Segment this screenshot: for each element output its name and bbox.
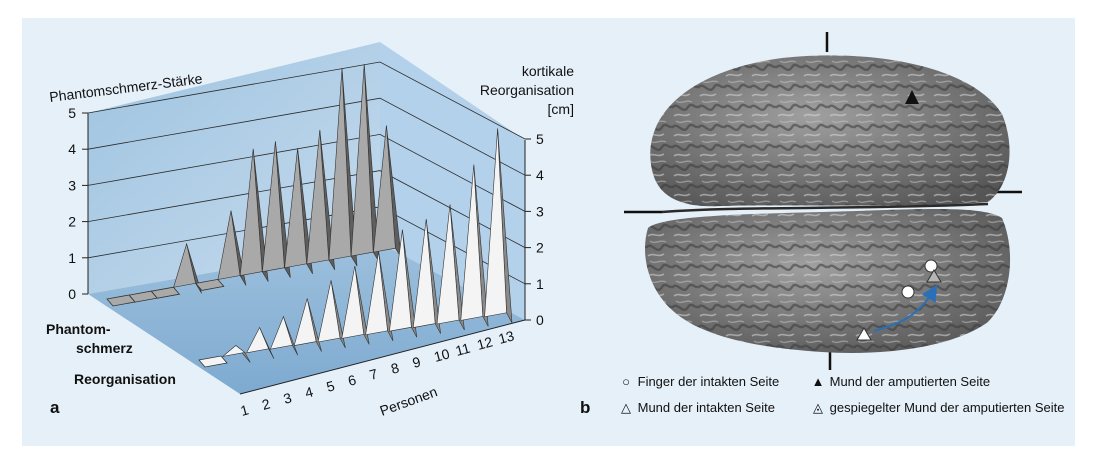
series1-pyramid-8 bbox=[262, 141, 285, 273]
series1-base-3 bbox=[150, 286, 181, 299]
legend-item-finger-intact: ○ Finger der intakten Seite bbox=[618, 374, 779, 389]
x-tick-label: 8 bbox=[389, 359, 401, 377]
y-right-label-line2: Reorganisation bbox=[480, 82, 574, 98]
legend-label: Mund der amputierten Seite bbox=[829, 374, 991, 389]
chart-marks bbox=[106, 64, 513, 368]
series1-pyramid-13 bbox=[373, 125, 396, 253]
y-right-tick-label: 2 bbox=[536, 240, 544, 256]
series2-pyramid-13 bbox=[484, 128, 507, 318]
legend-item-mouth-intact: △ Mund der intakten Seite bbox=[618, 400, 775, 416]
panel-letter-a: a bbox=[50, 398, 60, 417]
brain-fissure bbox=[661, 202, 989, 214]
series1-pyramid-12 bbox=[350, 64, 374, 257]
series2-pyramid-8 bbox=[365, 251, 388, 336]
filled-triangle-icon: ▲ bbox=[811, 374, 825, 389]
outline-triangle-icon: △ bbox=[621, 400, 631, 415]
y-left-tick-label: 5 bbox=[68, 105, 76, 121]
x-axis-label: Personen bbox=[378, 383, 440, 419]
series1-pyramid-9 bbox=[284, 148, 307, 269]
y-right-tick-label: 5 bbox=[536, 131, 544, 147]
x-tick-label: 9 bbox=[411, 353, 423, 371]
y-left-tick-label: 2 bbox=[68, 214, 76, 230]
x-tick-label: 4 bbox=[303, 383, 315, 401]
x-tick-label: 2 bbox=[260, 395, 272, 413]
x-tick-label: 6 bbox=[346, 371, 358, 389]
series1-pyramid-4 bbox=[173, 242, 196, 288]
legend-label: Finger der intakten Seite bbox=[637, 374, 780, 389]
x-tick-label: 11 bbox=[454, 340, 472, 359]
marker-finger-intact-1 bbox=[901, 285, 915, 299]
series2-pyramid-11 bbox=[436, 204, 460, 325]
legend-item-mouth-mirrored: ◬ gespiegelter Mund der amputierten Seit… bbox=[810, 400, 1065, 416]
grey-triangle-icon: ◬ bbox=[813, 400, 823, 415]
x-tick-label: 1 bbox=[239, 401, 251, 419]
gridline bbox=[87, 133, 526, 212]
y-right-tick-label: 4 bbox=[536, 167, 544, 183]
y-right-label-line1: kortikale bbox=[522, 63, 574, 79]
series2-pyramid-10 bbox=[412, 218, 436, 328]
series1-pyramid-11 bbox=[328, 68, 352, 261]
figure-panel: 0 1 2 3 4 5 0 1 2 3 4 5 1 2 3 4 5 6 7 8 9 10 11 12 13 Phantomsch… bbox=[22, 18, 1075, 446]
series1-pyramid-10 bbox=[306, 129, 330, 265]
grid-lines bbox=[87, 61, 526, 285]
y-left-tick-label: 3 bbox=[68, 177, 76, 193]
gridline bbox=[87, 61, 526, 140]
marker-finger-intact-2 bbox=[924, 259, 938, 273]
y-left-tick-label: 4 bbox=[68, 141, 76, 157]
y-right-tick-label: 0 bbox=[536, 312, 544, 328]
x-tick-label: 3 bbox=[282, 389, 294, 407]
series2-pyramid-2 bbox=[221, 345, 246, 357]
y-right-tick-label: 1 bbox=[536, 276, 544, 292]
legend-label: gespiegelter Mund der amputierten Seite bbox=[829, 400, 1065, 415]
series2-pyramid-4 bbox=[269, 315, 293, 350]
series2-pyramid-3 bbox=[246, 326, 270, 354]
brain-hemisphere-upper-texture bbox=[650, 55, 1010, 207]
marker-mouth-amputated bbox=[905, 90, 919, 104]
x-tick-label: 10 bbox=[432, 345, 451, 365]
gridline bbox=[87, 97, 526, 176]
side-wall bbox=[380, 42, 525, 320]
series1-label-line2: schmerz bbox=[76, 340, 133, 356]
x-tick-label: 13 bbox=[497, 327, 516, 347]
series1-pyramid-7 bbox=[239, 148, 263, 276]
y-left-tick-label: 0 bbox=[68, 286, 76, 302]
series2-pyramid-12 bbox=[460, 164, 484, 321]
x-axis-line bbox=[239, 319, 526, 395]
brain-hemisphere-lower-texture bbox=[645, 209, 1011, 353]
marker-mouth-mirrored bbox=[926, 269, 942, 283]
series2-pyramid-5 bbox=[293, 298, 317, 346]
x-tick-label: 7 bbox=[368, 365, 380, 383]
y-left-tick-label: 1 bbox=[68, 250, 76, 266]
marker-mouth-intact bbox=[856, 327, 872, 341]
series1-pyramid-6 bbox=[217, 210, 241, 280]
reorganisation-arrow bbox=[873, 284, 938, 332]
series2-pyramid-7 bbox=[341, 265, 365, 339]
x-tick-label: 12 bbox=[475, 333, 494, 353]
x-tick-label: 5 bbox=[325, 377, 337, 395]
series2-pyramid-9 bbox=[389, 229, 412, 332]
series2-pyramid-6 bbox=[317, 280, 341, 343]
y-right-tick-label: 3 bbox=[536, 203, 544, 219]
series1-base-5 bbox=[195, 278, 225, 291]
legend-item-mouth-amputated: ▲ Mund der amputierten Seite bbox=[810, 374, 991, 389]
series2-base-1 bbox=[198, 355, 228, 368]
panel-letter-b: b bbox=[580, 398, 591, 417]
circle-icon: ○ bbox=[622, 374, 630, 389]
legend-label: Mund der intakten Seite bbox=[637, 400, 775, 415]
series1-label-line1: Phantom- bbox=[46, 321, 111, 337]
brain-image bbox=[624, 32, 1022, 370]
series2-label: Reorganisation bbox=[74, 371, 176, 387]
y-right-label-line3: [cm] bbox=[548, 101, 574, 117]
